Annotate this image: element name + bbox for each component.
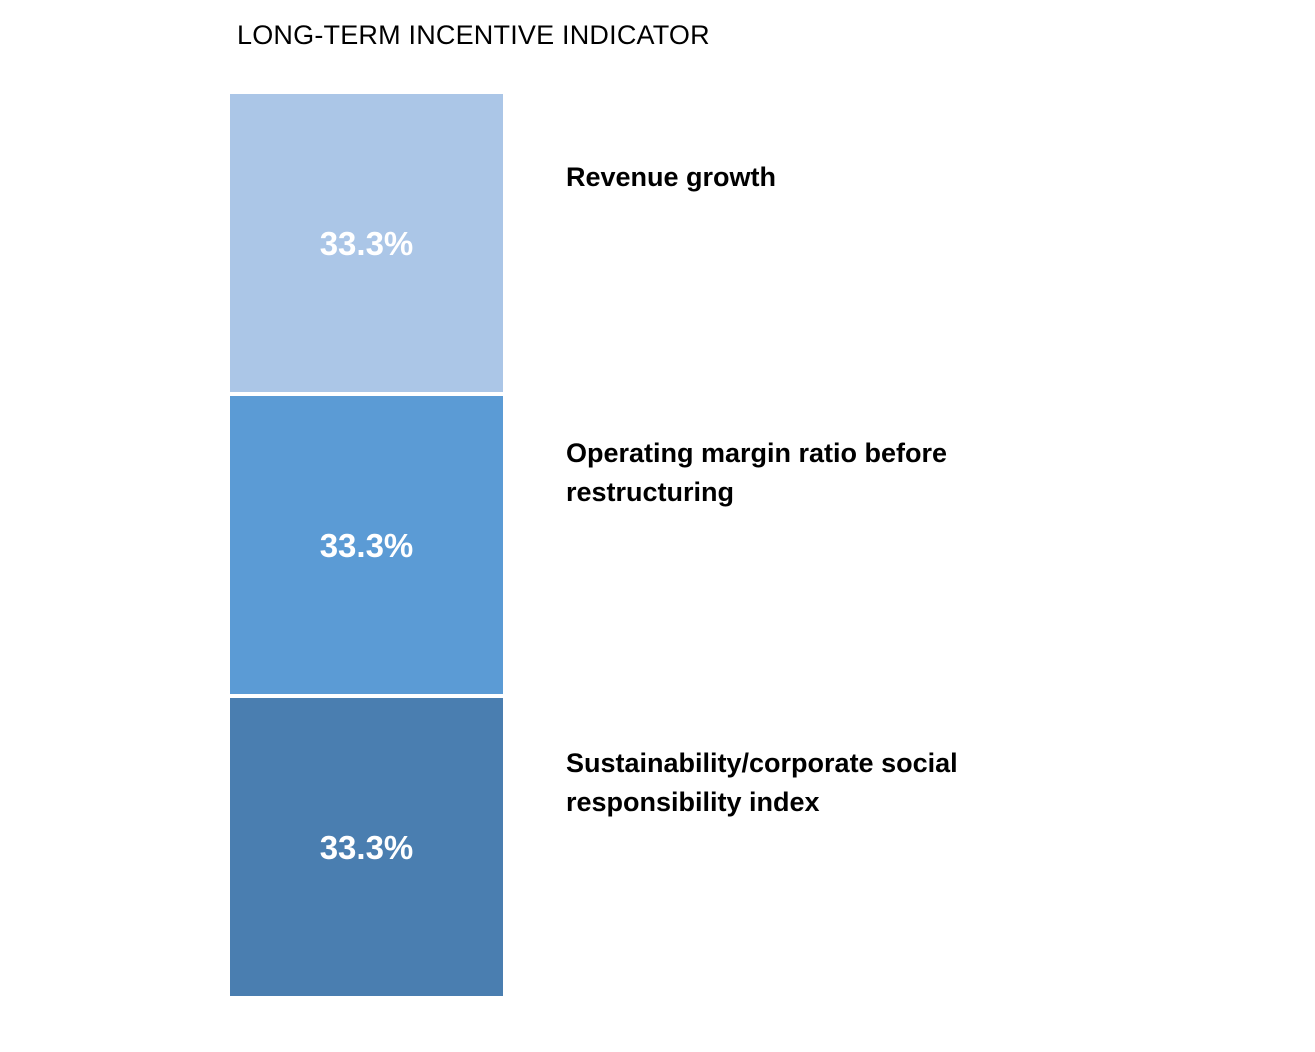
category-label-sustainability-index: Sustainability/corporate social responsi… [566,748,958,817]
segment-value-label: 33.3% [319,526,414,564]
segment-value-label: 33.3% [319,828,414,866]
category-label-revenue-growth: Revenue growth [566,162,777,192]
bar-segment-revenue-growth: 33.3% [230,94,503,392]
chart-title: LONG-TERM INCENTIVE INDICATOR [237,20,710,50]
stacked-bar-column: 33.3% 33.3% 33.3% [230,94,503,996]
bar-segment-operating-margin: 33.3% [230,396,503,694]
bar-segment-sustainability-index: 33.3% [230,698,503,996]
category-label-operating-margin: Operating margin ratio before restructur… [566,438,948,507]
segment-value-label: 33.3% [319,224,414,262]
